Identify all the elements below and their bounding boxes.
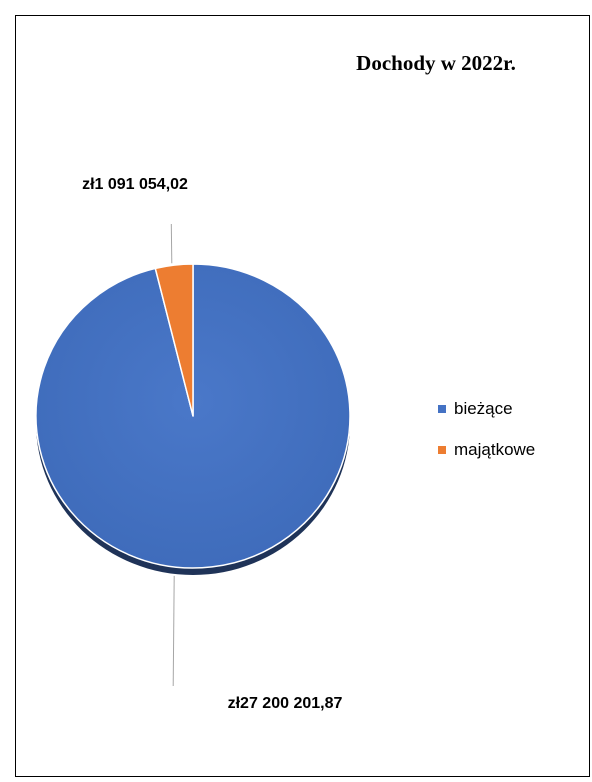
leader-line-biezace [172,575,175,687]
leader-line-majatkowe [170,223,173,264]
data-labels-group: zł27 200 201,87 zł1 091 054,02 [82,176,342,712]
pie-group [35,263,351,575]
data-label-majatkowe: zł1 091 054,02 [82,176,188,193]
legend-swatch-majatkowe [438,446,446,454]
legend-label-majatkowe: majątkowe [454,440,535,459]
legend-label-biezace: bieżące [454,399,513,418]
data-label-biezace: zł27 200 201,87 [228,695,343,712]
legend-swatch-biezace [438,405,446,413]
legend: bieżące majątkowe [438,399,535,459]
pie-slice-majatkowe [154,263,194,417]
chart-title: Dochody w 2022r. [356,51,516,75]
